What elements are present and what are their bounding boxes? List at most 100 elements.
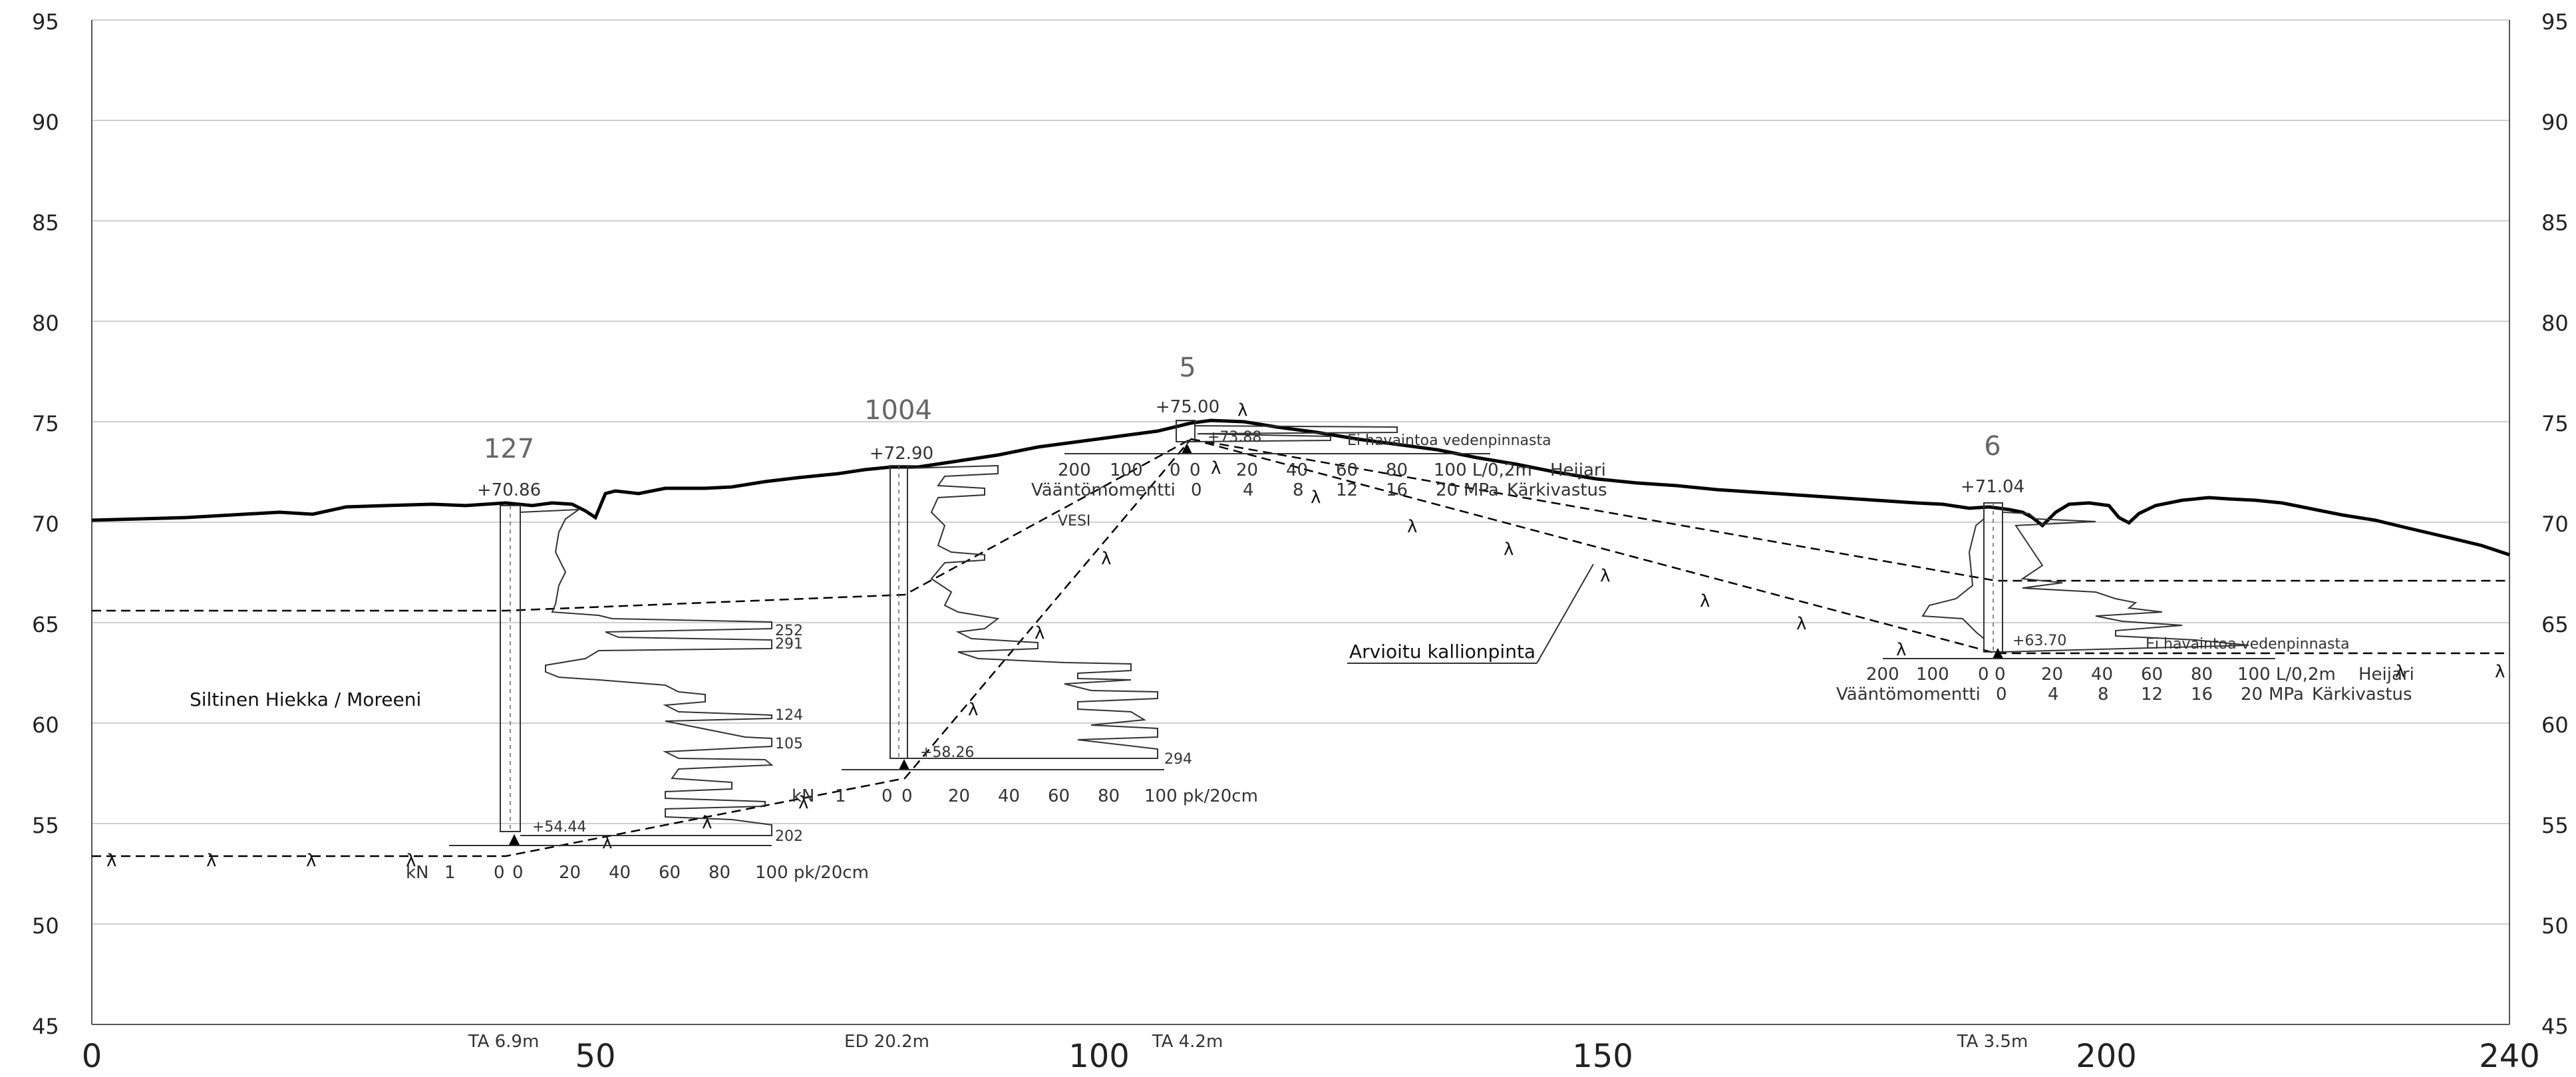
bottom-elevation-label: +54.44	[532, 819, 586, 836]
scale-tick: 0	[901, 786, 913, 806]
reading-mark: 105	[775, 736, 803, 752]
termination-label: TA 3.5m	[1957, 1032, 2028, 1052]
scale-bottom-tick: 4	[2048, 685, 2059, 704]
scale-kn-1: 1	[444, 863, 456, 883]
bedrock-marker: λ	[1600, 566, 1610, 586]
x-tick-0: 0	[82, 1038, 102, 1074]
scale-bottom-unit: MPa	[2269, 685, 2304, 704]
y-tick-right-70: 70	[2541, 512, 2569, 537]
scale-top-tick: 100 L/0,2m	[1434, 460, 1532, 480]
bedrock-marker: λ	[2495, 662, 2505, 682]
bedrock-right-dashed	[1190, 438, 2509, 655]
scale-kn-0: 0	[494, 863, 505, 883]
scale-bottom-label: Kärkivastus	[1507, 480, 1607, 500]
bottom-elevation-label: +63.70	[2012, 633, 2066, 649]
y-tick-60: 60	[32, 712, 59, 738]
top-elevation-label: +71.04	[1961, 477, 2024, 497]
scale-top-tick: 0	[1190, 460, 1201, 480]
y-tick-70: 70	[32, 512, 59, 537]
scale-top-tick: 100	[1916, 665, 1949, 685]
y-tick-55: 55	[32, 813, 59, 838]
bedrock-marker: λ	[798, 793, 808, 813]
scale-top-tick: 200	[1866, 665, 1899, 685]
bedrock-marker: λ	[968, 700, 978, 720]
scale-bottom-tick: 0	[1191, 480, 1202, 500]
penetration-profile	[520, 508, 774, 836]
borehole-id: 6	[1984, 431, 2001, 462]
water-label: VESI	[1058, 513, 1090, 530]
borehole-5: 5 +75.00 +73.88 Ei havaintoa vedenpinnas…	[1031, 353, 1607, 1052]
y-tick-right-45: 45	[2541, 1014, 2569, 1039]
penetration-profile	[907, 464, 1158, 759]
top-elevation-label: +72.90	[870, 444, 933, 464]
top-elevation-label: +70.86	[477, 480, 541, 500]
borehole-column	[1176, 420, 1196, 442]
scale-top-tick: 20	[2041, 665, 2063, 685]
y-axis-right: 95 90 85 80 75 70 65 60 55 50 45	[2541, 9, 2569, 1039]
bottom-marker-icon	[899, 759, 909, 770]
scale-bottom-label: Vääntömomentti	[1836, 685, 1981, 704]
scale-tick: 80	[1098, 786, 1120, 806]
scale-kn-unit: kN	[406, 863, 429, 883]
borehole-1004: 1004 +72.90 +58.26 VESI 294 kN 1 0 0 20 …	[792, 395, 1258, 1052]
scale-bottom-tick: 20	[2241, 685, 2263, 704]
scale-bottom-tick: 12	[1336, 480, 1358, 500]
scale-top-tick: 0	[1170, 460, 1181, 480]
scale-top-tick: Heijari	[2358, 665, 2414, 685]
y-tick-right-65: 65	[2541, 612, 2569, 637]
y-tick-right-80: 80	[2541, 311, 2569, 336]
scale-tick: 20	[559, 863, 581, 883]
scale-tick: 60	[1048, 786, 1070, 806]
y-tick-right-55: 55	[2541, 813, 2569, 838]
groundwater-note: Ei havaintoa vedenpinnasta	[1347, 432, 1551, 449]
bedrock-marker: λ	[1211, 458, 1221, 478]
scale-top-tick: 0	[1978, 665, 1989, 685]
scale-top-tick: 60	[2141, 665, 2163, 685]
bedrock-estimate-label: Arvioitu kallionpinta	[1349, 641, 1535, 663]
scale-top-tick: 100 L/0,2m	[2237, 665, 2336, 685]
bottom-marker-icon	[1993, 648, 2003, 659]
y-tick-right-75: 75	[2541, 411, 2569, 436]
scale-bottom-tick: 16	[2191, 685, 2213, 704]
scale-top-tick: Heijari	[1550, 460, 1606, 480]
scale-top-tick: 80	[1386, 460, 1408, 480]
y-tick-right-90: 90	[2541, 110, 2569, 135]
layer-boundary-left-dashed	[92, 438, 1192, 612]
ground-surface-line	[91, 418, 2510, 557]
bedrock-marker: λ	[1101, 549, 1111, 569]
scale-top-tick: 60	[1336, 460, 1358, 480]
scale-bottom-tick: 20	[1436, 480, 1458, 500]
scale-tick: 0	[512, 863, 524, 883]
scale-top-tick: 20	[1236, 460, 1258, 480]
reading-mark: 124	[775, 707, 803, 724]
scale-bottom-tick: 4	[1243, 480, 1254, 500]
scale-tick: 100 pk/20cm	[755, 863, 869, 883]
bedrock-marker: λ	[106, 851, 116, 871]
y-tick-65: 65	[32, 612, 59, 637]
bedrock-marker: λ	[702, 813, 712, 833]
scale-kn-unit: kN	[792, 786, 815, 806]
x-tick-150: 150	[1572, 1038, 1633, 1074]
scale-kn-0: 0	[882, 786, 893, 806]
scale-top-tick: 100	[1110, 460, 1143, 480]
bottom-elevation-label: +73.88	[1208, 429, 1261, 446]
y-tick-right-95: 95	[2541, 9, 2569, 35]
y-axis-left: 95 90 85 80 75 70 65 60 55 50 45	[32, 9, 59, 1039]
bedrock-lines	[92, 438, 2509, 857]
bedrock-marker: λ	[1237, 400, 1247, 420]
top-elevation-label: +75.00	[1156, 397, 1219, 417]
scale-top-tick: 0	[1995, 665, 2006, 685]
termination-label: TA 4.2m	[1152, 1032, 1223, 1052]
scale-bottom-unit: MPa	[1464, 480, 1499, 500]
bedrock-marker: λ	[1407, 517, 1417, 537]
y-tick-right-50: 50	[2541, 913, 2569, 939]
bottom-marker-icon	[509, 834, 520, 845]
y-tick-80: 80	[32, 311, 59, 336]
borehole-127: 127 +70.86 +54.44 252 291 124 105 202 kN…	[406, 434, 869, 1052]
borehole-6: 6 +71.04 +63.70 Ei havaintoa vedenpinnas…	[1836, 431, 2414, 1052]
x-tick-50: 50	[575, 1038, 615, 1074]
scale-top-tick: 200	[1058, 460, 1091, 480]
soil-type-label: Siltinen Hiekka / Moreeni	[190, 689, 421, 710]
reading-mark: 252	[775, 623, 803, 639]
sounding-profile	[2002, 512, 2249, 653]
